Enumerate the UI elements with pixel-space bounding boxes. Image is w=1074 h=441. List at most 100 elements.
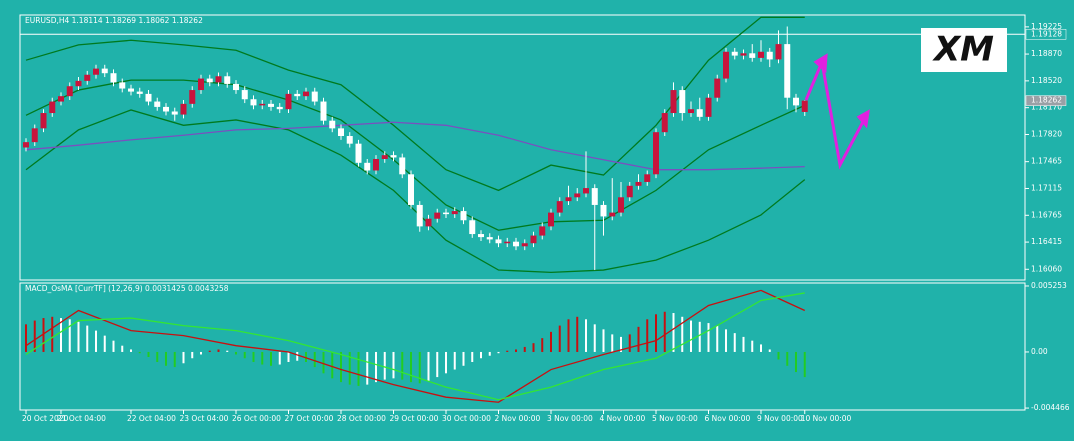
candle-body [285,93,292,110]
candle-body [119,82,126,89]
candle-body [294,93,301,97]
candle-body [110,73,117,83]
candle-body [618,197,624,213]
candle-body [775,44,782,60]
candle-body [723,51,729,79]
y-tick-label: 0.00 [1031,347,1048,356]
candle-body [521,243,528,247]
macd-panel [19,282,1026,411]
candle-body [731,51,738,56]
logo: XM [932,30,994,70]
y-tick-label: 1.18170 [1031,103,1062,112]
indicator-line [25,289,806,403]
x-tick-label: 28 Oct 00:00 [337,414,386,423]
candle-body [189,90,196,104]
candle-body [390,155,397,158]
candle-body [180,103,187,115]
x-tick-label: 6 Nov 00:00 [705,414,751,423]
candle-body [215,76,222,83]
candle-body [696,109,703,117]
candle-body [399,157,406,175]
candle-body [128,88,134,92]
candle-body [373,158,379,171]
candle-body [329,120,336,129]
x-tick-label: 9 Nov 00:00 [757,414,803,423]
candle-body [31,128,38,143]
candle-body [101,68,108,74]
indicator-line [25,109,806,273]
candle-body [556,201,563,213]
y-tick-label: 0.005253 [1031,281,1067,290]
candle-body [346,136,353,144]
candle-body [740,53,747,56]
candle-body [145,93,152,102]
candle-body [250,99,257,106]
candle-body [171,111,178,115]
y-tick-label: 1.19225 [1031,22,1062,31]
candle-body [163,106,169,112]
candle-body [644,174,651,182]
candle-body [224,76,231,84]
candle-body [548,212,554,227]
indicator-line [25,79,806,231]
candle-body [758,51,764,58]
candle-body [338,128,344,137]
x-tick-label: 23 Oct 04:00 [180,414,229,423]
y-tick-label: 1.17465 [1031,157,1062,166]
x-tick-label: 5 Nov 00:00 [652,414,698,423]
x-tick-label: 2 Nov 00:00 [495,414,541,423]
candle-body [478,234,484,238]
y-tick-label: 1.16765 [1031,210,1062,219]
logo-box [921,28,1007,72]
candle-body [766,51,773,60]
macd-plot [25,289,806,403]
candle-body [486,237,493,240]
candle-body [801,100,808,112]
x-tick-label: 27 Oct 00:00 [285,414,334,423]
candle-body [591,188,598,205]
candle-body [303,91,309,97]
candle-body [714,78,721,98]
candle-body [443,212,449,215]
candle-body [565,197,572,202]
x-tick-label: 29 Oct 00:00 [390,414,439,423]
candle-body [276,106,283,110]
candle-body [198,78,204,91]
y-tick-label: 1.16415 [1031,237,1062,246]
candle-body [434,212,441,219]
candle-body [583,188,589,194]
candle-body [311,91,318,102]
candle-body [451,211,458,215]
x-tick-label: 26 Oct 00:00 [232,414,281,423]
y-tick-label: 1.18870 [1031,49,1062,58]
candle-body [504,241,511,244]
candle-body [530,235,537,244]
price-label: 1.18262 [1031,96,1062,105]
y-tick-label: 1.17820 [1031,129,1062,138]
candle-body [653,132,659,175]
candle-body [793,97,799,106]
price-plot [23,16,808,273]
candle-body [154,101,161,107]
chart-title: EURUSD,H4 1.18114 1.18269 1.18062 1.1826… [25,16,203,25]
forecast-path [804,56,867,170]
candle-body [66,86,73,97]
candle-body [705,97,712,117]
candle-body [688,109,694,114]
candle-body [784,44,791,98]
candle-body [355,143,362,163]
x-tick-label: 3 Nov 00:00 [547,414,593,423]
candle-body [495,239,502,244]
candle-body [136,91,143,94]
candle-body [40,113,47,129]
y-tick-label: 1.16060 [1031,264,1062,273]
candle-body [635,181,642,186]
price-label: 1.19128 [1031,29,1062,38]
candle-body [268,103,274,107]
x-tick-label: 20 Oct 2020 [22,414,69,423]
arrow-head [856,109,870,129]
candle-body [469,220,476,235]
candle-body [58,96,64,102]
candle-body [320,101,327,121]
candle-body [206,78,213,83]
